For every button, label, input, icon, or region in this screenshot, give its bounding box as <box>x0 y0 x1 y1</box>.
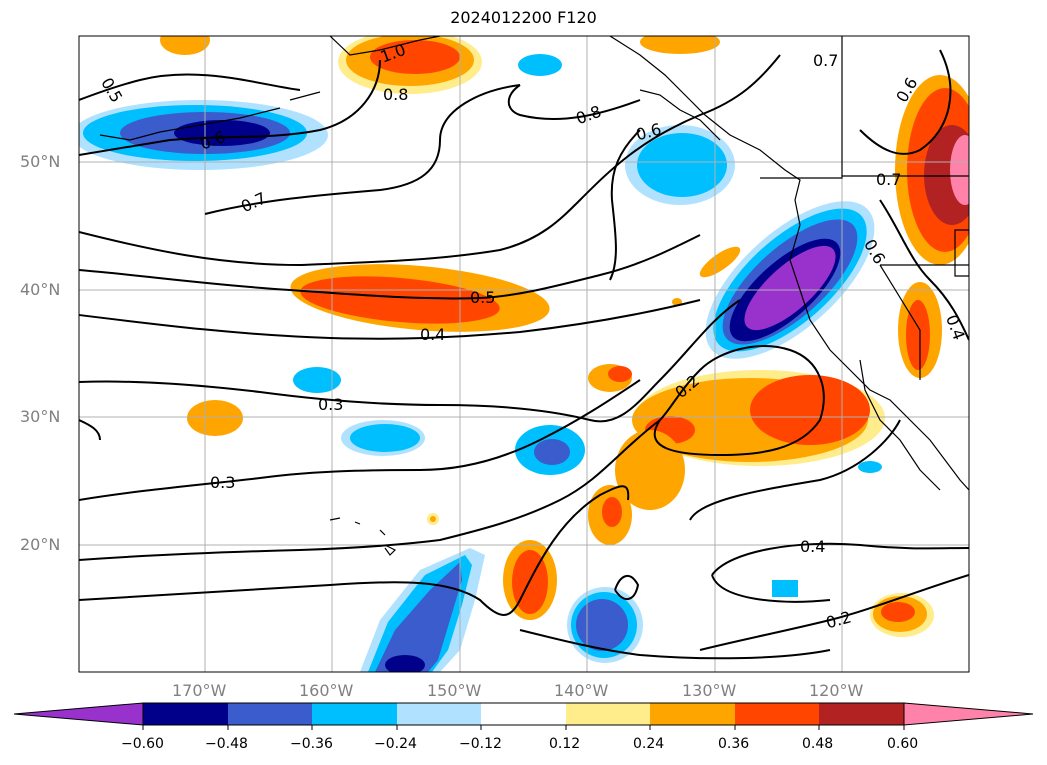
filled-anomaly-field <box>79 36 969 672</box>
lat-label: 50°N <box>20 152 61 171</box>
map-frame <box>78 35 970 673</box>
contour-label: 0.7 <box>813 51 838 70</box>
lat-label: 30°N <box>20 407 61 426</box>
colorbar-swatch <box>566 703 650 725</box>
lon-label: 160°W <box>299 681 354 700</box>
contour-label: 0.4 <box>420 325 445 344</box>
colorbar-tick-label: −0.12 <box>459 736 502 752</box>
contour-label: 0.7 <box>238 188 269 216</box>
colorbar-tick-label: −0.36 <box>290 736 333 752</box>
lat-label: 20°N <box>20 535 61 554</box>
colorbar-swatch <box>312 703 397 725</box>
contour-label: 0.3 <box>210 473 235 492</box>
colorbar-tick-label: 0.36 <box>718 736 750 752</box>
contour-label: 0.5 <box>470 288 495 307</box>
colorbar-swatch <box>143 703 228 725</box>
colorbar <box>13 702 1034 730</box>
colorbar-tick-label: 0.12 <box>549 736 581 752</box>
lat-label: 40°N <box>20 280 61 299</box>
contour-label: 0.4 <box>942 312 969 342</box>
contour-lines <box>79 49 969 660</box>
colorbar-tick-label: −0.48 <box>205 736 248 752</box>
contour-label: 0.4 <box>800 537 825 556</box>
lon-label: 170°W <box>172 681 227 700</box>
colorbar-swatch <box>397 703 481 725</box>
colorbar-tick-label: −0.60 <box>121 736 164 752</box>
coastlines <box>99 36 969 556</box>
contour-label: 0.7 <box>876 170 901 189</box>
colorbar-tick-label: 0.60 <box>887 736 919 752</box>
map-title: 2024012200 F120 <box>450 8 597 27</box>
colorbar-swatch <box>650 703 735 725</box>
colorbar-swatch <box>481 703 566 725</box>
colorbar-tick-label: −0.24 <box>374 736 417 752</box>
contour-label: 0.2 <box>824 607 854 632</box>
contour-label: 0.5 <box>97 74 126 106</box>
lon-label: 130°W <box>682 681 737 700</box>
lon-label: 120°W <box>809 681 864 700</box>
gridlines <box>79 36 969 672</box>
colorbar-swatch <box>735 703 819 725</box>
colorbar-swatch <box>903 702 1034 726</box>
contour-label-group: 0.5 0.6 0.7 1.0 0.8 0.8 0.6 0.7 0.6 0.7 … <box>97 40 968 632</box>
contour-label: 0.3 <box>318 395 343 414</box>
colorbar-swatch <box>228 703 312 725</box>
contour-label: 0.8 <box>573 102 603 129</box>
contour-label: 0.8 <box>383 85 408 104</box>
colorbar-swatch <box>819 703 904 725</box>
colorbar-tick-label: 0.48 <box>802 736 834 752</box>
colorbar-tick-label: 0.24 <box>633 736 665 752</box>
colorbar-swatch <box>13 702 144 726</box>
lon-label: 150°W <box>427 681 482 700</box>
lon-label: 140°W <box>554 681 609 700</box>
